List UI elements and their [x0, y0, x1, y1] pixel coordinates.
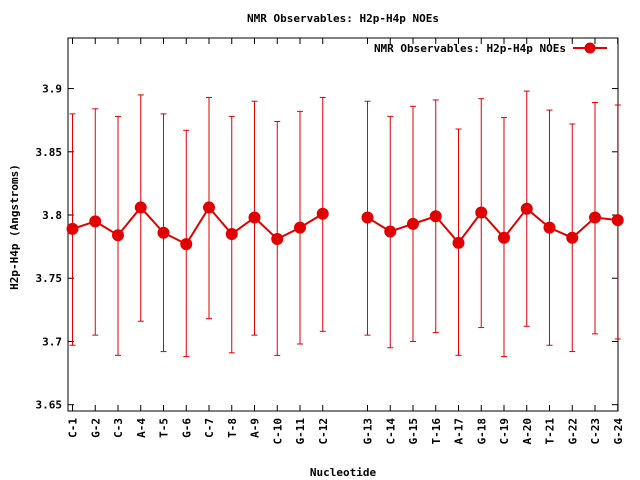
x-tick-label: G-24: [612, 418, 625, 445]
plot-frame-group: [67, 37, 619, 412]
y-tick-label: 3.65: [36, 399, 63, 412]
data-point: [520, 202, 533, 215]
x-tick-label: G-13: [362, 418, 375, 445]
x-tick-label: A-9: [249, 418, 262, 438]
data-point: [566, 231, 579, 244]
legend-marker: [584, 42, 596, 54]
x-tick-label: T-5: [158, 418, 171, 438]
y-axis-label: H2p-H4p (Angstroms): [8, 164, 21, 290]
data-point: [225, 227, 238, 240]
data-point: [452, 236, 465, 249]
data-point: [248, 211, 261, 224]
x-tick-label: T-8: [226, 418, 239, 438]
data-point: [611, 214, 624, 227]
y-axis-ticks: 3.65 3.7 3.75 3.8 3.85 3.9: [36, 83, 618, 412]
x-tick-label: G-15: [407, 418, 420, 445]
y-tick-label: 3.8: [42, 209, 62, 222]
plot-frame: [67, 37, 619, 412]
series-lines: [72, 205, 618, 246]
y-tick-label: 3.85: [36, 146, 63, 159]
data-point: [498, 231, 510, 244]
x-tick-label: G-2: [89, 418, 102, 438]
data-point: [203, 201, 215, 214]
x-tick-label: T-21: [544, 418, 557, 445]
data-point: [361, 211, 374, 224]
data-point: [66, 222, 79, 235]
data-point: [112, 229, 124, 242]
data-point: [157, 226, 170, 239]
data-point: [180, 238, 193, 251]
legend-label: NMR Observables: H2p-H4p NOEs: [374, 42, 566, 55]
y-tick-label: 3.9: [42, 83, 62, 96]
x-tick-label: C-19: [498, 418, 511, 445]
x-tick-label: C-7: [203, 418, 216, 438]
x-tick-label: G-18: [475, 418, 488, 445]
x-tick-label: T-16: [430, 418, 443, 445]
x-tick-label: C-1: [67, 418, 80, 438]
x-tick-label: G-22: [566, 418, 579, 445]
x-tick-label: A-20: [521, 418, 534, 445]
x-tick-label: A-17: [453, 418, 466, 445]
x-tick-label: G-11: [294, 418, 307, 445]
data-point: [316, 207, 329, 220]
data-point: [134, 201, 147, 214]
error-bars: [69, 90, 621, 358]
y-tick-label: 3.7: [42, 335, 62, 348]
chart-title: NMR Observables: H2p-H4p NOEs: [247, 12, 439, 25]
data-point: [475, 206, 488, 219]
data-points: [66, 201, 624, 251]
data-point: [589, 211, 601, 224]
x-tick-label: C-10: [271, 418, 284, 445]
data-point: [543, 221, 556, 234]
x-tick-label: C-3: [112, 418, 125, 438]
data-point: [429, 210, 442, 223]
data-point: [294, 221, 306, 234]
x-axis-label: Nucleotide: [310, 466, 377, 479]
data-point: [407, 217, 419, 230]
x-tick-label: G-6: [180, 418, 193, 438]
data-point: [271, 233, 284, 246]
data-point: [384, 225, 397, 238]
data-point: [89, 215, 102, 228]
series-line: [366, 207, 618, 245]
y-tick-label: 3.75: [36, 272, 63, 285]
x-tick-label: C-12: [317, 418, 330, 445]
series-line: [72, 205, 324, 246]
x-tick-label: C-23: [589, 418, 602, 445]
x-tick-label: C-14: [384, 418, 397, 445]
x-tick-label: A-4: [135, 418, 148, 438]
legend: NMR Observables: H2p-H4p NOEs: [374, 42, 607, 55]
x-axis-ticks: C-1 G-2 C-3 A-4 T-5 G-6 C-7 T-8 A-9 C-10 G-11 C-12 G…: [67, 38, 625, 445]
